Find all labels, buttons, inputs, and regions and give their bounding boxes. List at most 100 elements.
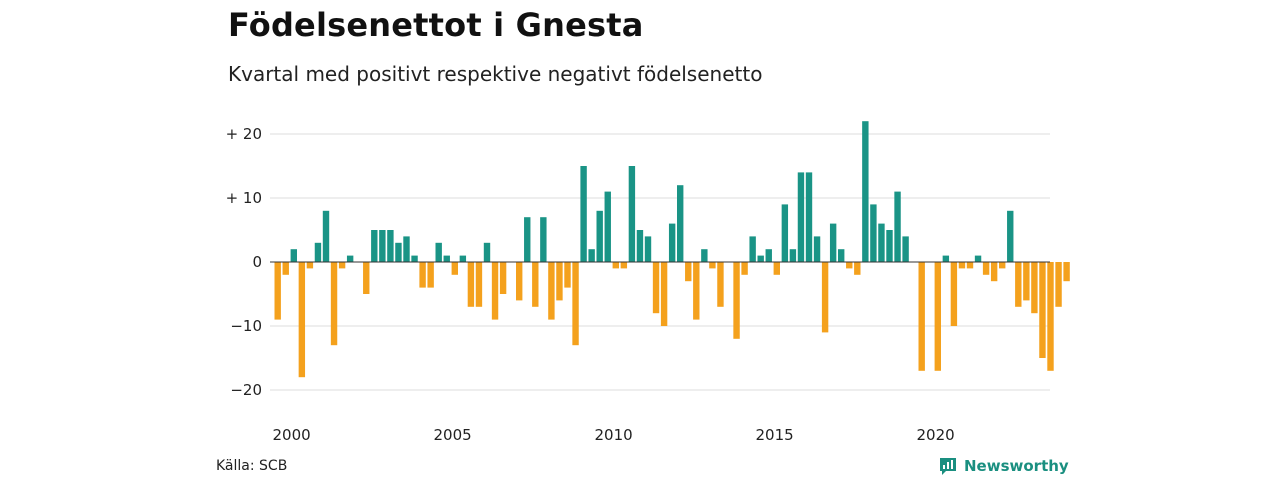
bar-positive [781,204,789,262]
bar-negative [854,262,861,275]
bar-negative [717,262,724,307]
bar-positive [765,249,772,262]
bar-negative [982,262,990,275]
bar-negative [282,262,289,275]
x-tick-label: 2005 [434,426,472,444]
x-tick-label: 2020 [917,426,955,444]
bar-negative [491,262,499,320]
bar-negative [733,262,740,339]
bar-negative [499,262,507,294]
bar-negative [516,262,523,301]
bar-negative [548,262,555,320]
bar-positive [290,249,297,262]
bar-negative [652,262,660,314]
bar-positive [346,255,354,262]
bar-negative [1063,262,1070,282]
bar-positive [974,255,982,262]
bar-negative [572,262,579,346]
bar-positive [580,166,587,262]
bar-positive [829,223,837,262]
bar-negative [612,262,619,269]
bar-positive [862,121,869,262]
bar-negative [532,262,539,307]
bar-positive [1007,210,1014,262]
y-tick-label: −20 [230,381,262,399]
bar-negative [693,262,700,320]
bar-positive [540,217,547,262]
bar-negative [1031,262,1038,314]
bar-negative [1047,262,1054,371]
x-tick-label: 2000 [273,426,311,444]
x-tick-label: 2015 [756,426,794,444]
bar-negative [556,262,563,301]
bar-positive [387,230,394,262]
bar-negative [918,262,925,371]
bar-positive [459,255,467,262]
bar-positive [789,249,797,262]
bar-negative [338,262,346,269]
bar-positive [805,172,813,262]
bar-positive [443,255,450,262]
bar-positive [701,249,708,262]
bar-negative [934,262,941,371]
chart-subtitle: Kvartal med positivt respektive negativt… [228,62,763,86]
bar-positive [902,236,909,262]
bar-negative [685,262,692,282]
bar-positive [596,210,603,262]
bar-negative [363,262,370,294]
bar-negative [427,262,434,288]
bar-positive [524,217,531,262]
x-tick-label: 2010 [595,426,633,444]
bar-positive [483,242,491,262]
y-tick-label: + 10 [226,189,262,207]
bar-positive [749,236,756,262]
bar-negative [846,262,853,269]
bar-positive [878,223,885,262]
newsworthy-logo-icon [940,458,956,475]
bar-negative [950,262,958,326]
bar-positive [403,236,410,262]
bar-positive [411,255,418,262]
bar-positive [870,204,877,262]
bar-negative [306,262,314,269]
bar-positive [636,230,644,262]
bar-negative [451,262,458,275]
bar-negative [419,262,426,288]
bar-negative [274,262,281,320]
bar-negative [741,262,748,275]
bar-positive [886,230,893,262]
bar-positive [371,230,378,262]
bar-positive [314,242,322,262]
bar-negative [298,262,306,378]
bar-positive [588,249,595,262]
bar-negative [1039,262,1046,358]
bar-negative [773,262,780,275]
bar-positive [757,255,764,262]
bar-negative [821,262,829,333]
bar-positive [435,242,442,262]
bar-negative [330,262,338,346]
bar-positive [628,166,636,262]
bar-positive [894,191,901,262]
bar-positive [797,172,805,262]
y-tick-label: −10 [230,317,262,335]
bar-negative [1015,262,1022,307]
bar-positive [942,255,950,262]
chart-title: Födelsenettot i Gnesta [228,6,644,44]
bar-negative [1023,262,1030,301]
bar-positive [322,210,330,262]
bar-negative [958,262,966,269]
bar-positive [644,236,652,262]
newsworthy-brand: Newsworthy [938,456,1069,476]
bar-positive [379,230,386,262]
bar-negative [475,262,483,307]
bar-negative [709,262,716,269]
y-tick-label: 0 [252,253,262,271]
y-tick-label: + 20 [226,125,262,143]
bar-negative [660,262,668,326]
bar-positive [838,249,845,262]
bar-negative [990,262,998,282]
bar-negative [620,262,628,269]
bar-positive [395,242,402,262]
